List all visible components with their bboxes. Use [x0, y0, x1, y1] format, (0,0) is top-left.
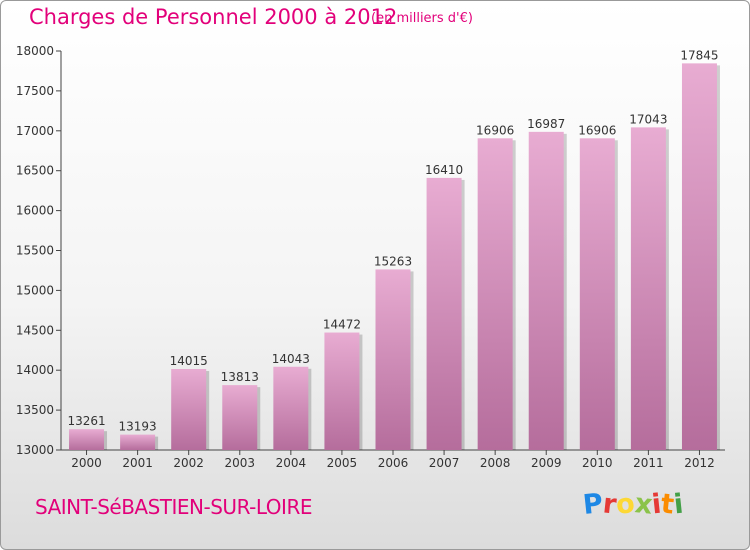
x-tick-label: 2010	[582, 456, 613, 470]
bar	[324, 332, 360, 450]
x-tick-label: 2009	[531, 456, 562, 470]
x-tick-label: 2007	[429, 456, 460, 470]
bar	[477, 138, 513, 450]
data-label: 16906	[476, 123, 514, 137]
bar	[375, 269, 411, 450]
data-label: 14472	[323, 318, 361, 332]
data-label: 17043	[629, 112, 667, 126]
bar	[120, 434, 156, 450]
x-tick-label: 2004	[276, 456, 307, 470]
x-tick-label: 2002	[173, 456, 204, 470]
bar	[630, 127, 666, 451]
y-tick-label: 16000	[16, 204, 54, 218]
data-label: 16410	[425, 163, 463, 177]
data-label: 15263	[374, 254, 412, 268]
x-tick-label: 2000	[71, 456, 102, 470]
y-tick-label: 14000	[16, 363, 54, 377]
chart-title: Charges de Personnel 2000 à 2012	[29, 5, 398, 29]
data-label: 14043	[272, 352, 310, 366]
y-tick-label: 15500	[16, 244, 54, 258]
x-tick-label: 2005	[327, 456, 358, 470]
data-label: 16987	[527, 117, 565, 131]
data-label: 16906	[578, 123, 616, 137]
bar	[681, 63, 717, 451]
x-tick-label: 2011	[633, 456, 664, 470]
x-tick-label: 2001	[122, 456, 153, 470]
bar	[171, 369, 207, 450]
data-label: 13261	[67, 414, 105, 428]
y-tick-label: 15000	[16, 283, 54, 297]
y-tick-label: 17000	[16, 124, 54, 138]
y-tick-label: 13500	[16, 403, 54, 417]
logo-letter: i	[672, 488, 686, 521]
chart-bars: 13261 13193 14015 13813 14043 14472 15263 16410…	[67, 48, 720, 451]
chart-axes: 13000 13500 14000 14500 15000 15500 16000 16500…	[16, 44, 725, 470]
data-label: 17845	[680, 48, 718, 62]
chart-subtitle: (en milliers d'€)	[371, 11, 473, 26]
y-tick-label: 18000	[16, 44, 54, 58]
bar	[222, 385, 258, 450]
data-label: 14015	[170, 354, 208, 368]
y-tick-label: 13000	[16, 443, 54, 457]
x-tick-label: 2012	[684, 456, 715, 470]
x-tick-label: 2003	[224, 456, 255, 470]
bar	[426, 177, 462, 450]
bar	[528, 131, 564, 450]
x-tick-label: 2008	[480, 456, 511, 470]
y-tick-label: 17500	[16, 84, 54, 98]
y-tick-label: 16500	[16, 164, 54, 178]
proxiti-logo[interactable]: Proxiti	[581, 488, 686, 521]
bar	[273, 366, 309, 450]
x-tick-label: 2006	[378, 456, 409, 470]
bar	[69, 429, 105, 450]
data-label: 13193	[119, 420, 157, 434]
city-name: SAINT-SéBASTIEN-SUR-LOIRE	[35, 495, 312, 519]
bar	[579, 138, 615, 450]
data-label: 13813	[221, 370, 259, 384]
y-tick-label: 14500	[16, 323, 54, 337]
